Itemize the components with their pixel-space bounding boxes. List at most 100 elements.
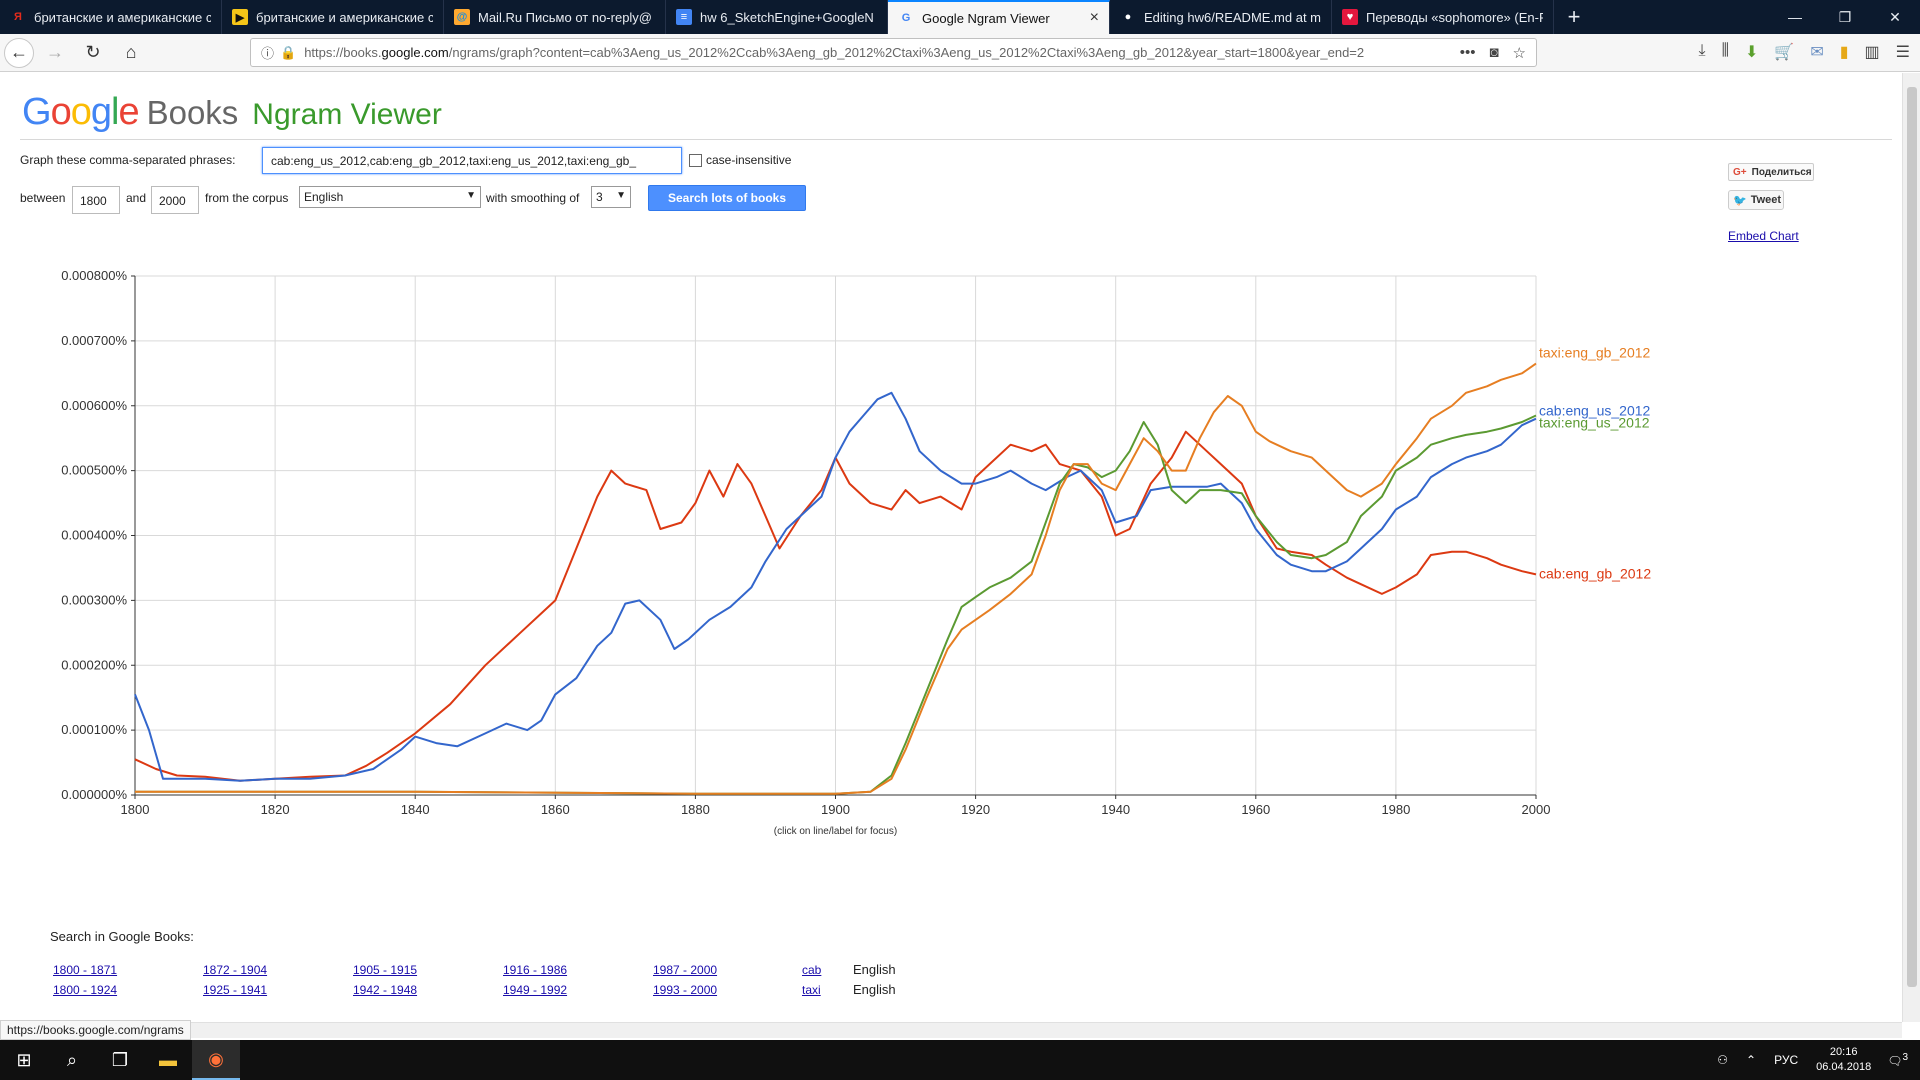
- year-start-input[interactable]: 1800: [72, 186, 120, 214]
- series-line[interactable]: [135, 362, 1537, 795]
- corpus-select[interactable]: English ▼: [299, 186, 481, 208]
- windows-start-icon[interactable]: ⊞: [16, 1049, 32, 1070]
- people-icon[interactable]: ⚇: [1717, 1053, 1729, 1067]
- chevron-down-icon: ▼: [616, 190, 626, 201]
- menu-icon[interactable]: ☰: [1895, 44, 1910, 61]
- phrases-label: Graph these comma-separated phrases:: [20, 153, 236, 167]
- tab-favicon-icon: ♥: [1342, 9, 1358, 25]
- books-range-link[interactable]: 1993 - 2000: [653, 983, 718, 997]
- url-path: /ngrams/graph?content=cab%3Aeng_us_2012%…: [448, 45, 1365, 60]
- y-tick-label: 0.000100%: [61, 722, 127, 737]
- restore-icon[interactable]: ❐: [1838, 8, 1852, 25]
- tab-favicon-icon: ▶: [232, 9, 248, 25]
- chart-focus-note: (click on line/label for focus): [774, 826, 897, 837]
- series-label[interactable]: taxi:eng_gb_2012: [1539, 345, 1651, 361]
- search-icon[interactable]: ⌕: [66, 1049, 78, 1070]
- new-tab-button[interactable]: +: [1567, 4, 1581, 29]
- library-icon[interactable]: ⫼: [1721, 42, 1729, 59]
- google-books-logo[interactable]: Google Books Ngram Viewer: [22, 91, 442, 134]
- scroll-thumb[interactable]: [1907, 87, 1917, 987]
- docs-favicon-icon: ≡: [676, 9, 692, 25]
- word-link[interactable]: cab: [802, 963, 822, 977]
- browser-tab-active[interactable]: G Google Ngram Viewer ×: [888, 0, 1110, 34]
- x-tick-label: 1980: [1381, 802, 1410, 817]
- download-icon[interactable]: ⤓: [1698, 42, 1706, 59]
- books-range-link[interactable]: 1987 - 2000: [653, 963, 718, 977]
- vertical-scrollbar[interactable]: [1902, 73, 1920, 1022]
- books-range-link[interactable]: 1925 - 1941: [203, 983, 268, 997]
- close-tab-icon[interactable]: ×: [1089, 9, 1099, 26]
- browser-tab[interactable]: ▶ британские и американские с: [222, 0, 444, 34]
- logo-google: Google: [22, 91, 140, 133]
- tray-chevron-icon[interactable]: ⌃: [1746, 1053, 1757, 1067]
- books-range-link[interactable]: 1949 - 1992: [503, 983, 568, 997]
- books-range-link[interactable]: 1800 - 1924: [53, 983, 118, 997]
- tweet-button[interactable]: 🐦 Tweet: [1728, 190, 1784, 210]
- horizontal-scrollbar[interactable]: [0, 1022, 1902, 1038]
- smoothing-value: 3: [596, 190, 603, 204]
- browser-tab[interactable]: ≡ hw 6_SketchEngine+GoogleN: [666, 0, 888, 34]
- ngram-chart[interactable]: 0.000000% 0.000100% 0.000200% 0.000300% 0.00…: [0, 73, 1700, 853]
- search-books-button[interactable]: Search lots of books: [648, 185, 806, 211]
- year-end-input[interactable]: 2000: [151, 186, 199, 214]
- pocket-icon[interactable]: ◙: [1489, 43, 1499, 61]
- browser-tab[interactable]: ♥ Переводы «sophomore» (En-R: [1332, 0, 1554, 34]
- embed-chart-link[interactable]: Embed Chart: [1728, 229, 1799, 243]
- series-label[interactable]: taxi:eng_us_2012: [1539, 414, 1650, 430]
- logo-books: Books: [146, 94, 239, 131]
- lock-icon[interactable]: 🔒: [280, 44, 297, 60]
- share-button[interactable]: G+ Поделиться: [1728, 163, 1814, 181]
- bookmark-star-icon[interactable]: ☆: [1512, 44, 1526, 62]
- browser-tab[interactable]: @ Mail.Ru Письмо от no-reply@: [444, 0, 666, 34]
- url-domain: google.com: [381, 45, 449, 60]
- forward-button[interactable]: →: [46, 42, 64, 62]
- series-label[interactable]: cab:eng_us_2012: [1539, 403, 1651, 419]
- clock-time: 20:16: [1829, 1046, 1858, 1058]
- language-indicator[interactable]: РУС: [1774, 1053, 1799, 1067]
- smoothing-select[interactable]: 3 ▼: [591, 186, 631, 208]
- reload-button[interactable]: ↻: [85, 42, 101, 62]
- minimize-icon[interactable]: —: [1788, 9, 1802, 25]
- phrases-input[interactable]: cab:eng_us_2012,cab:eng_gb_2012,taxi:eng…: [262, 147, 682, 174]
- close-window-icon[interactable]: ✕: [1889, 8, 1901, 25]
- books-range-link[interactable]: 1942 - 1948: [353, 983, 418, 997]
- series-label[interactable]: cab:eng_gb_2012: [1539, 565, 1651, 581]
- extension-download-icon[interactable]: ⬇: [1744, 44, 1759, 61]
- chevron-down-icon: ▼: [466, 190, 476, 201]
- url-text[interactable]: https://books.google.com/ngrams/graph?co…: [304, 45, 1460, 60]
- corpus-value: English: [304, 190, 344, 204]
- home-button[interactable]: ⌂: [125, 42, 137, 62]
- browser-tab[interactable]: ● Editing hw6/README.md at m: [1110, 0, 1332, 34]
- books-range-link[interactable]: 1800 - 1871: [53, 963, 118, 977]
- sidebar-icon[interactable]: ▥: [1864, 44, 1880, 61]
- case-insensitive-label: case-insensitive: [706, 153, 792, 167]
- and-label: and: [126, 191, 147, 205]
- twitter-bird-icon: 🐦: [1733, 194, 1747, 207]
- series-line[interactable]: [134, 430, 1537, 782]
- mail-icon[interactable]: ✉: [1810, 44, 1824, 61]
- cart-icon[interactable]: 🛒: [1774, 44, 1795, 61]
- firefox-icon[interactable]: ◉: [192, 1040, 240, 1080]
- corpus-text: English: [853, 982, 896, 997]
- series-line[interactable]: [135, 414, 1537, 795]
- url-prefix: https://books.: [304, 45, 382, 60]
- word-link[interactable]: taxi: [802, 983, 821, 997]
- nav-bar: ← → ↻ ⌂ ⓘ 🔒 https://books.google.com/ngr…: [0, 34, 1920, 72]
- notifications-icon[interactable]: 🗨3: [1887, 1052, 1908, 1068]
- page-actions-icon[interactable]: •••: [1459, 43, 1476, 61]
- url-bar[interactable]: ⓘ 🔒 https://books.google.com/ngrams/grap…: [250, 38, 1537, 67]
- file-explorer-icon[interactable]: ▬: [159, 1049, 177, 1070]
- clock[interactable]: 20:16 06.04.2018: [1816, 1045, 1871, 1075]
- books-range-link[interactable]: 1905 - 1915: [353, 963, 418, 977]
- books-range-link[interactable]: 1872 - 1904: [203, 963, 268, 977]
- series-line[interactable]: [134, 391, 1537, 782]
- case-insensitive-checkbox[interactable]: [689, 154, 702, 167]
- x-tick-label: 1880: [681, 802, 710, 817]
- bookmark-ext-icon[interactable]: ▮: [1839, 44, 1849, 61]
- back-button[interactable]: ←: [4, 37, 34, 68]
- books-range-link[interactable]: 1916 - 1986: [503, 963, 568, 977]
- task-view-icon[interactable]: ❐: [111, 1049, 129, 1070]
- info-icon[interactable]: ⓘ: [261, 46, 275, 61]
